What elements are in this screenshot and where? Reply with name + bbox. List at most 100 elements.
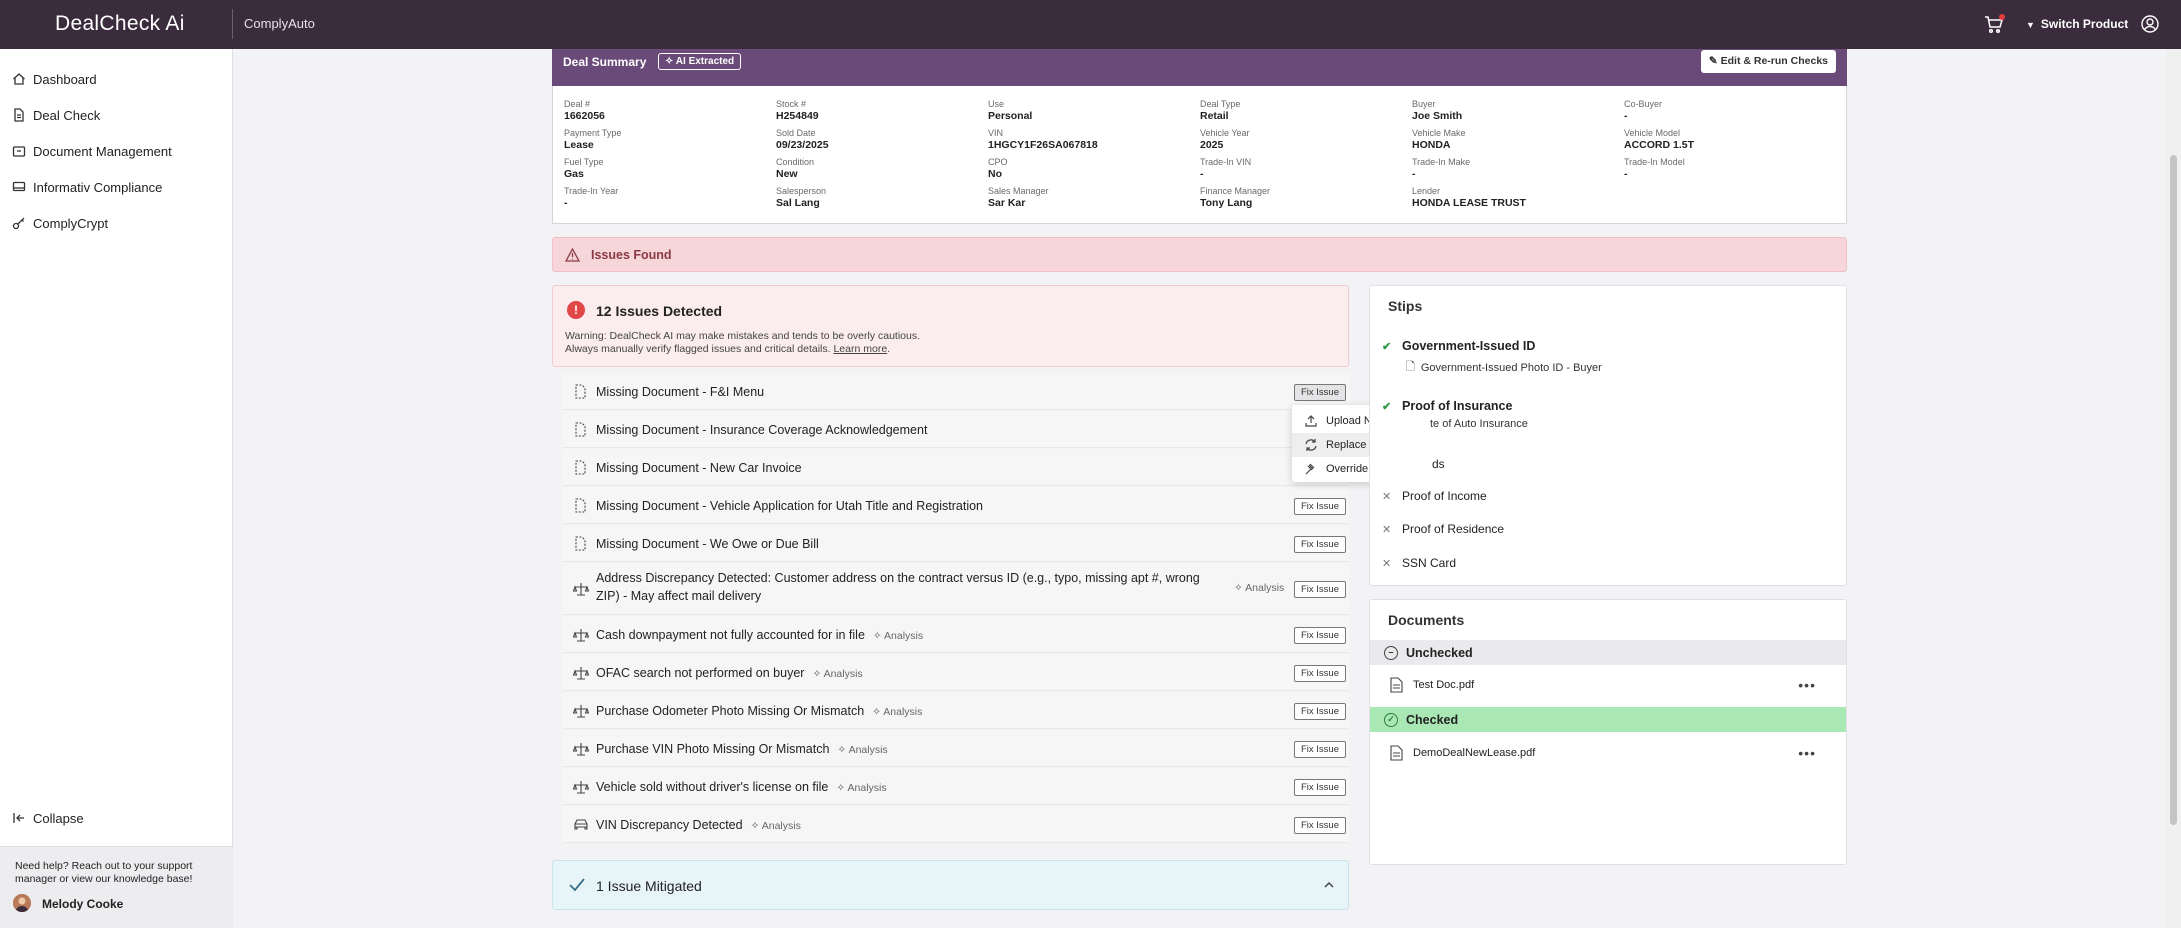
- avatar[interactable]: [13, 894, 31, 912]
- stip-proof-of-insurance[interactable]: ✔ Proof of Insurance: [1382, 399, 1512, 413]
- stip-partial[interactable]: ds: [1432, 457, 1445, 471]
- field-label: Deal #: [564, 99, 591, 109]
- file-icon: [1390, 745, 1403, 761]
- checked-section-header[interactable]: ✓ Checked: [1370, 707, 1846, 732]
- app-logo[interactable]: DealCheck Ai: [55, 12, 185, 35]
- more-options-icon[interactable]: •••: [1798, 677, 1816, 693]
- pencil-icon: ✎: [1708, 55, 1721, 67]
- issue-row[interactable]: OFAC search not performed on buyer ✧ Anal…: [563, 654, 1349, 691]
- issue-row[interactable]: Purchase Odometer Photo Missing Or Misma…: [563, 692, 1349, 729]
- fix-issue-button[interactable]: Fix Issue: [1293, 779, 1346, 796]
- issue-row[interactable]: VIN Discrepancy Detected ✧ Analysis Fix Is…: [563, 806, 1349, 843]
- issue-row[interactable]: Cash downpayment not fully accounted for…: [563, 616, 1349, 653]
- sidebar: Dashboard Deal Check Document Management…: [0, 49, 233, 928]
- sidebar-item-label: Dashboard: [33, 71, 97, 87]
- stip-doc-label: te of Auto Insurance: [1430, 418, 1528, 430]
- sparkle-icon: ✧: [1234, 582, 1246, 594]
- stip-ssn-card[interactable]: ✕ SSN Card: [1382, 556, 1456, 570]
- fix-issue-button[interactable]: Fix Issue: [1293, 741, 1346, 758]
- field-value: H254849: [776, 110, 819, 122]
- deal-summary-header: Deal Summary ✧ AI Extracted ✎ Edit & Re-…: [552, 49, 1847, 86]
- switch-product-label: Switch Product: [2040, 17, 2129, 31]
- analysis-label: Analysis: [1245, 582, 1285, 594]
- scrollbar-thumb[interactable]: [2170, 155, 2177, 825]
- fix-issue-button[interactable]: Fix Issue: [1293, 384, 1346, 401]
- fix-issue-button[interactable]: Fix Issue: [1293, 817, 1346, 834]
- stip-document[interactable]: te of Auto Insurance: [1430, 418, 1528, 430]
- issue-row[interactable]: Missing Document - F&I Menu Fix Issue: [563, 373, 1349, 410]
- sparkle-icon: ✧: [836, 782, 848, 794]
- field-label: Salesperson: [776, 186, 827, 196]
- issue-row[interactable]: Purchase VIN Photo Missing Or Mismatch ✧ …: [563, 730, 1349, 767]
- sparkle-icon: ✧: [665, 56, 676, 67]
- field-value: HONDA LEASE TRUST: [1412, 197, 1526, 209]
- top-bar: DealCheck Ai ComplyAuto ▼ Switch Product: [0, 0, 2181, 49]
- stip-label: Proof of Income: [1402, 489, 1487, 503]
- sidebar-item-informativ-compliance[interactable]: Informativ Compliance: [12, 177, 162, 197]
- check-icon: ✔: [1382, 340, 1392, 353]
- missing-document-icon: [575, 460, 586, 475]
- summary-field: Trade-In Year -: [564, 186, 764, 210]
- issue-text: OFAC search not performed on buyer: [596, 666, 805, 680]
- issue-row[interactable]: Missing Document - New Car Invoice: [563, 449, 1349, 486]
- edit-rerun-button[interactable]: ✎ Edit & Re-run Checks: [1700, 50, 1836, 73]
- check-circle-icon: ✓: [1384, 712, 1398, 727]
- folder-icon: [12, 146, 26, 157]
- summary-field: Finance Manager Tony Lang: [1200, 186, 1400, 210]
- ai-badge-label: AI Extracted: [675, 56, 735, 67]
- field-label: Finance Manager: [1200, 186, 1271, 196]
- fix-issue-button[interactable]: Fix Issue: [1293, 536, 1346, 553]
- issue-row[interactable]: Vehicle sold without driver's license on…: [563, 768, 1349, 805]
- sidebar-item-document-management[interactable]: Document Management: [12, 141, 172, 161]
- issue-row[interactable]: Address Discrepancy Detected: Customer a…: [563, 563, 1349, 615]
- app-name: ComplyAuto: [244, 16, 315, 31]
- issue-label: OFAC search not performed on buyer ✧ Anal…: [596, 664, 863, 683]
- fix-issue-button[interactable]: Fix Issue: [1293, 581, 1346, 598]
- stip-proof-of-income[interactable]: ✕ Proof of Income: [1382, 489, 1487, 503]
- summary-field: Payment Type Lease: [564, 128, 764, 152]
- issues-mitigated-panel[interactable]: 1 Issue Mitigated: [552, 860, 1349, 910]
- sparkle-icon: ✧: [812, 668, 824, 680]
- fix-issue-button[interactable]: Fix Issue: [1293, 627, 1346, 644]
- stip-label: SSN Card: [1402, 556, 1457, 570]
- sidebar-item-label: Deal Check: [33, 107, 101, 123]
- issue-row[interactable]: Missing Document - We Owe or Due Bill Fix…: [563, 525, 1349, 562]
- document-file-row[interactable]: Test Doc.pdf: [1390, 677, 1474, 693]
- analysis-tag[interactable]: ✧ Analysis: [1234, 582, 1284, 594]
- ai-extracted-badge: ✧ AI Extracted: [658, 53, 742, 70]
- stip-document[interactable]: 🗋 Government-Issued Photo ID - Buyer: [1406, 358, 1602, 377]
- sidebar-item-dashboard[interactable]: Dashboard: [12, 69, 97, 89]
- analysis-tag[interactable]: ✧ Analysis: [873, 630, 923, 642]
- field-value: -: [1624, 110, 1628, 122]
- fix-issue-button[interactable]: Fix Issue: [1293, 703, 1346, 720]
- issue-text: Missing Document - We Owe or Due Bill: [596, 537, 819, 551]
- analysis-tag[interactable]: ✧ Analysis: [872, 706, 922, 718]
- field-value: Retail: [1200, 110, 1229, 122]
- sidebar-item-deal-check[interactable]: Deal Check: [12, 105, 100, 125]
- more-options-icon[interactable]: •••: [1798, 745, 1816, 761]
- switch-product-button[interactable]: ▼ Switch Product: [2026, 17, 2128, 31]
- analysis-tag[interactable]: ✧ Analysis: [812, 668, 862, 680]
- menu-label: Override: [1326, 463, 1369, 475]
- stip-government-id[interactable]: ✔ Government-Issued ID: [1382, 339, 1535, 353]
- field-label: Trade-In Make: [1412, 157, 1471, 167]
- document-file-row[interactable]: DemoDealNewLease.pdf: [1390, 745, 1535, 761]
- x-icon: ✕: [1382, 557, 1392, 570]
- cart-icon[interactable]: [1983, 14, 2003, 34]
- override-option[interactable]: Override: [1292, 457, 1462, 481]
- issue-row[interactable]: Missing Document - Insurance Coverage Ac…: [563, 411, 1349, 448]
- gavel-icon: [1305, 463, 1315, 475]
- learn-more-link[interactable]: Learn more: [833, 343, 888, 355]
- collapse-button[interactable]: Collapse: [12, 808, 84, 828]
- unchecked-section-header[interactable]: – Unchecked: [1370, 640, 1846, 665]
- analysis-tag[interactable]: ✧ Analysis: [751, 820, 801, 832]
- user-icon[interactable]: [2140, 14, 2160, 34]
- analysis-tag[interactable]: ✧ Analysis: [836, 782, 886, 794]
- fix-issue-button[interactable]: Fix Issue: [1293, 498, 1346, 515]
- summary-field: Fuel Type Gas: [564, 157, 764, 181]
- issue-row[interactable]: Missing Document - Vehicle Application f…: [563, 487, 1349, 524]
- fix-issue-button[interactable]: Fix Issue: [1293, 665, 1346, 682]
- analysis-tag[interactable]: ✧ Analysis: [837, 744, 887, 756]
- sidebar-item-complycrypt[interactable]: ComplyCrypt: [12, 213, 108, 233]
- stip-proof-of-residence[interactable]: ✕ Proof of Residence: [1382, 522, 1504, 536]
